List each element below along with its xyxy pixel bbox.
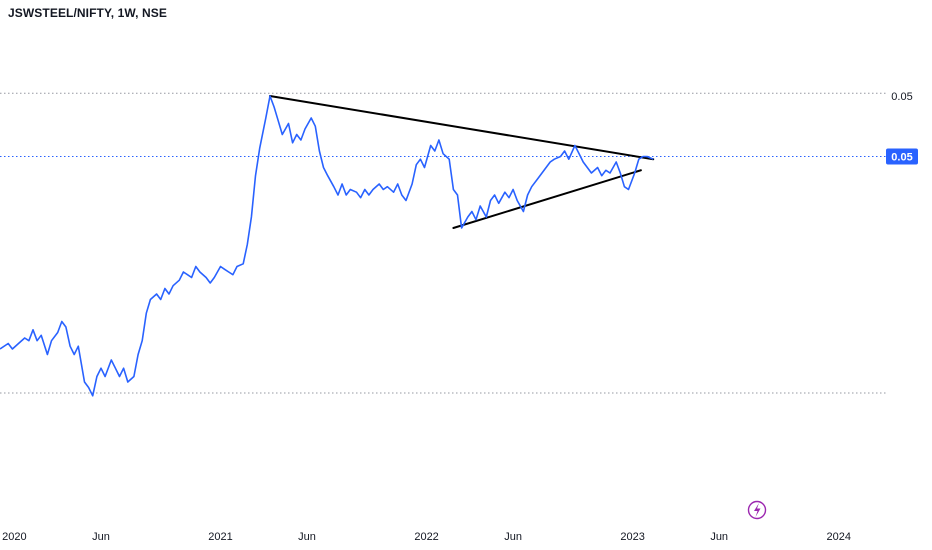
dotted-levels	[0, 92, 886, 394]
current-price-label: 0.05	[891, 152, 912, 164]
trendline-2[interactable]	[452, 169, 642, 229]
time-tick-label-8: Jun	[710, 531, 728, 543]
trendlines[interactable]	[268, 95, 655, 229]
time-tick-label-5: 2022	[414, 531, 438, 543]
price-series-line	[0, 95, 654, 397]
current-price-badge	[886, 148, 918, 165]
time-tick-label-7: 2023	[620, 531, 644, 543]
symbol-title: JSWSTEEL/NIFTY, 1W, NSE	[8, 6, 167, 20]
series-points	[0, 95, 654, 396]
lightning-bolt-icon[interactable]	[747, 500, 767, 520]
price-axis[interactable]: 0.05 0.05	[886, 91, 918, 165]
time-tick-label-3: 2021	[208, 531, 232, 543]
time-tick-label-6: Jun	[504, 531, 522, 543]
time-tick-label-4: Jun	[298, 531, 316, 543]
time-tick-label-2: Jun	[92, 531, 110, 543]
time-tick-label-9: 2024	[826, 531, 850, 543]
price-tick-label-1: 0.05	[891, 91, 912, 103]
trendline-1[interactable]	[268, 95, 655, 161]
time-axis[interactable]: 2020 Jun 2021 Jun 2022 Jun 2023 Jun 2024	[2, 531, 851, 543]
time-tick-label-1: 2020	[2, 531, 26, 543]
